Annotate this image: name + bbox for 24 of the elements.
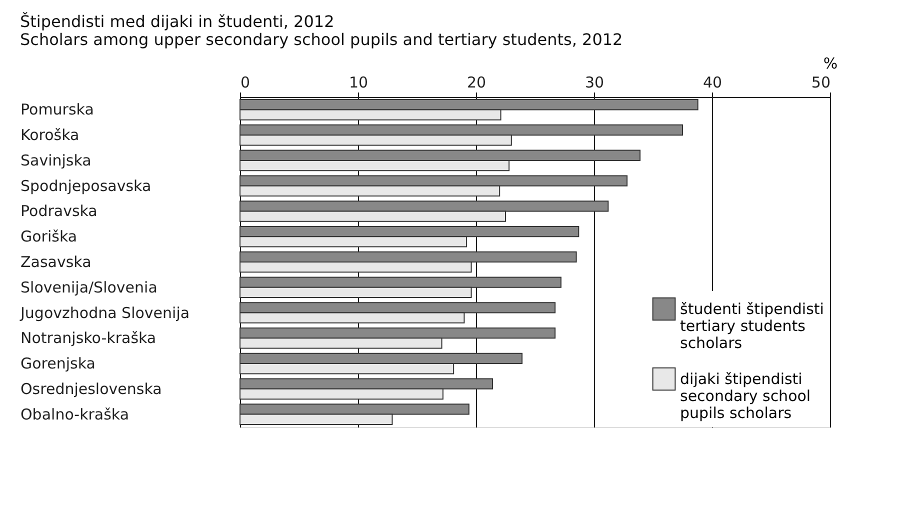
x-tick-label: 20	[466, 74, 486, 92]
legend-label: dijaki štipendisti secondary school pupils scholars	[680, 370, 811, 422]
text: Štipendisti med dijaki in študenti, 2012	[20, 12, 334, 31]
y-tick-label: Osrednjeslovenska	[20, 380, 162, 398]
y-tick-label: Jugovzhodna Slovenija	[20, 304, 190, 322]
y-tick-label: Zasavska	[20, 253, 92, 271]
y-tick-label: Notranjsko-kraška	[20, 329, 156, 348]
y-tick-label: Spodnjeposavska	[20, 176, 152, 195]
y-tick-label: Gorenjska	[20, 354, 96, 373]
legend-label: študenti štipendisti tertiary students scholars	[680, 300, 824, 352]
y-tick-label: Obalno-kraška	[20, 405, 130, 424]
x-tick-label: 0	[240, 74, 250, 92]
text: Scholars among upper secondary school pupils and tertiary students, 2012	[20, 30, 623, 49]
x-tick-label: 40	[702, 74, 722, 92]
x-tick-label: 50	[811, 74, 830, 92]
x-tick-label: 10	[348, 74, 368, 92]
y-tick-label: Koroška	[20, 126, 80, 144]
y-tick-label: Pomurska	[20, 100, 94, 119]
y-tick-label: Slovenija/Slovenia	[20, 278, 158, 296]
x-tick-label: 30	[584, 74, 604, 92]
x-axis-title: %	[823, 54, 838, 72]
y-tick-label: Savinjska	[20, 151, 92, 170]
y-tick-label: Goriška	[20, 228, 78, 246]
y-tick-label: Podravska	[20, 202, 98, 220]
